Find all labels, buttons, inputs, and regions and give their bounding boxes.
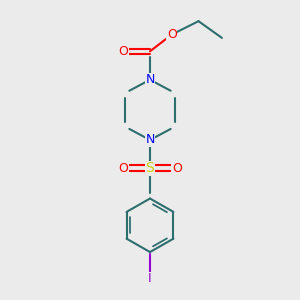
Text: O: O xyxy=(118,162,128,175)
Text: N: N xyxy=(145,134,155,146)
Text: N: N xyxy=(145,73,155,86)
Text: O: O xyxy=(118,45,128,58)
Text: O: O xyxy=(167,28,177,41)
Text: O: O xyxy=(172,162,182,175)
Text: I: I xyxy=(148,272,152,285)
Text: S: S xyxy=(146,161,154,176)
